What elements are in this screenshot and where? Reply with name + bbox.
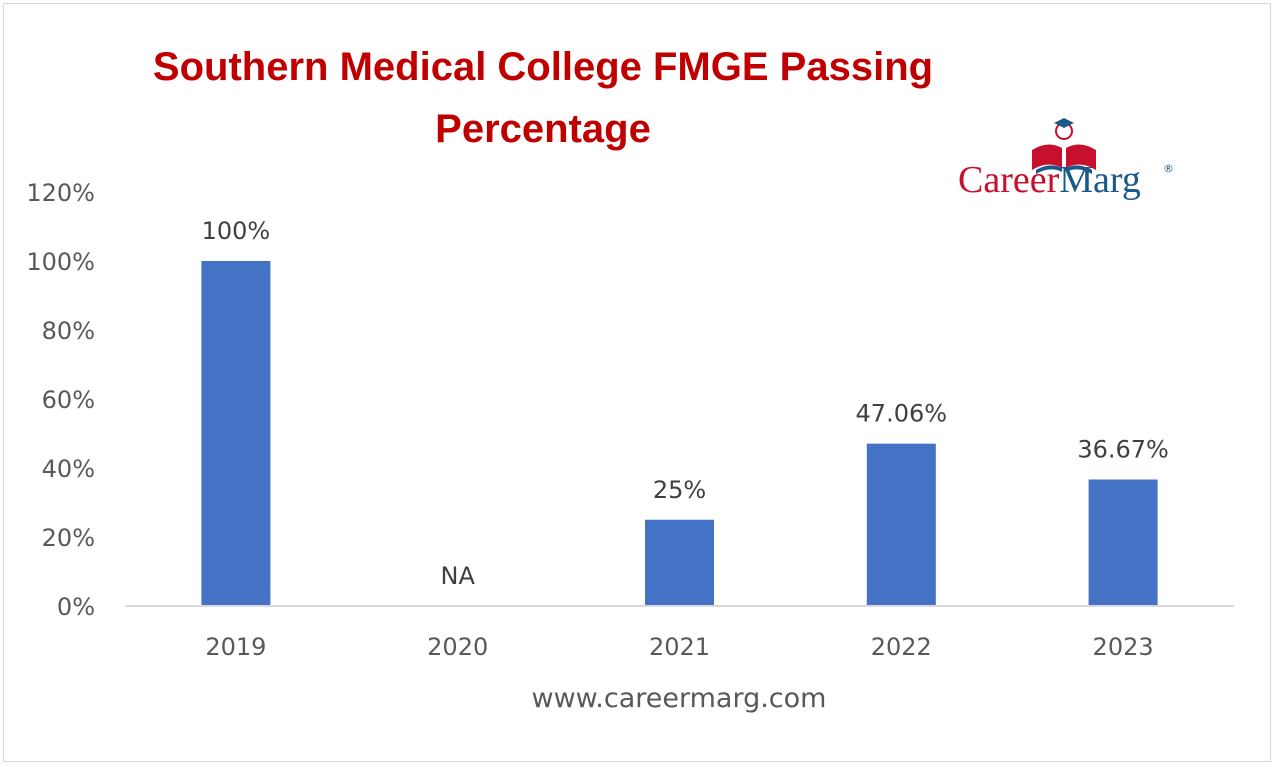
y-tick-label: 0% [57, 593, 95, 621]
bar-2022 [866, 443, 936, 606]
bar-2021 [645, 519, 714, 606]
x-axis-label: www.careermarg.com [532, 683, 827, 714]
book-icon [1032, 118, 1096, 174]
y-tick-label: 100% [26, 248, 95, 276]
data-label-2019: 100% [202, 217, 271, 245]
y-tick-label: 60% [42, 386, 95, 414]
logo-part-marg: Marg [1059, 159, 1141, 201]
x-tick-label-2021: 2021 [649, 633, 710, 661]
chart-title: Southern Medical College FMGE Passing Pe… [0, 36, 1276, 160]
chart-title-line-2: Percentage [435, 107, 651, 151]
logo-wordmark: CareerMarg [958, 159, 1141, 201]
bar-2023 [1088, 479, 1158, 606]
logo-part-career: Career [958, 159, 1060, 201]
data-label-2020: NA [441, 562, 476, 590]
bar-2019 [201, 261, 271, 606]
y-axis: 0% 20% 40% 60% 80% 100% 120% [26, 179, 95, 621]
y-tick-label: 40% [42, 455, 95, 483]
data-label-2023: 36.67% [1077, 435, 1169, 463]
data-label-2022: 47.06% [856, 400, 948, 428]
data-label-2021: 25% [653, 476, 706, 504]
x-tick-label-2022: 2022 [871, 633, 932, 661]
registered-mark: ® [1163, 162, 1174, 175]
x-tick-label-2020: 2020 [427, 633, 488, 661]
chart-title-line-1: Southern Medical College FMGE Passing [152, 45, 934, 89]
x-tick-label-2023: 2023 [1093, 633, 1154, 661]
y-tick-label: 120% [26, 179, 95, 207]
careermarg-logo: CareerMarg ® [958, 118, 1174, 201]
y-tick-label: 20% [42, 524, 95, 552]
bars-group [201, 261, 1158, 606]
data-labels-group: 100% NA 25% 47.06% 36.67% [202, 217, 1169, 590]
y-tick-label: 80% [42, 317, 95, 345]
x-axis: 2019 2020 2021 2022 2023 [205, 633, 1153, 661]
x-tick-label-2019: 2019 [205, 633, 266, 661]
